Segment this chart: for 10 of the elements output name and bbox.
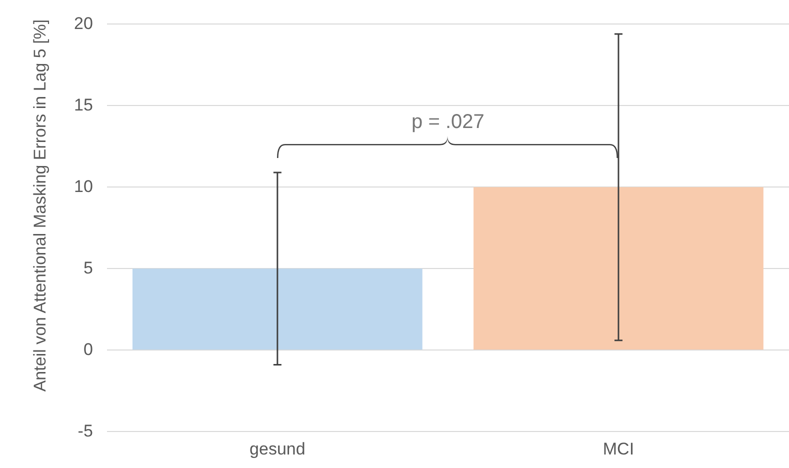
y-tick-label: 5 [83,258,93,278]
annotation: p = .027 [412,111,484,134]
y-tick-label: 20 [74,14,93,33]
y-tick-label: 10 [74,176,93,196]
y-tick-label: 15 [74,95,93,114]
y-tick-label: -5 [78,421,93,440]
y-tick-label: 0 [83,340,93,359]
x-tick-label: gesund [250,439,306,458]
y-axis-title: Anteil von Attentional Masking Errors in Lag 5 [%] [30,18,50,394]
x-tick-label: MCI [602,439,634,458]
